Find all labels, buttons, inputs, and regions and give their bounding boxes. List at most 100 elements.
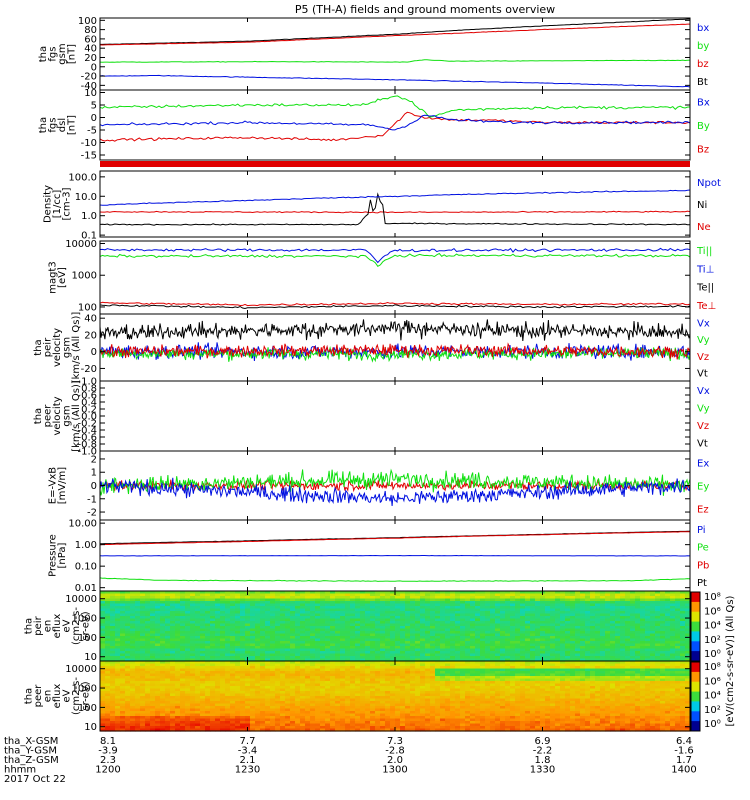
heatmap-cell: [425, 616, 431, 620]
heatmap-cell: [365, 618, 371, 622]
heatmap-cell: [625, 593, 631, 597]
heatmap-cell: [375, 621, 381, 625]
heatmap-cell: [445, 598, 451, 602]
heatmap-cell: [275, 613, 281, 617]
heatmap-cell: [535, 631, 541, 635]
heatmap-cell: [535, 628, 541, 632]
heatmap-cell: [180, 643, 186, 647]
heatmap-cell: [280, 608, 286, 612]
heatmap-cell: [370, 623, 376, 627]
heatmap-cell: [150, 611, 156, 615]
heatmap-cell: [310, 628, 316, 632]
heatmap-cell: [160, 653, 166, 657]
heatmap-cell: [235, 636, 241, 640]
heatmap-cell: [550, 641, 556, 645]
heatmap-cell: [150, 613, 156, 617]
heatmap-cell: [320, 661, 326, 665]
heatmap-cell: [585, 636, 591, 640]
heatmap-cell: [100, 606, 106, 610]
heatmap-cell: [255, 618, 261, 622]
heatmap-cell: [260, 628, 266, 632]
heatmap-cell: [135, 718, 141, 722]
heatmap-cell: [185, 698, 191, 702]
heatmap-cell: [115, 668, 121, 672]
heatmap-cell: [240, 691, 246, 695]
heatmap-cell: [570, 651, 576, 655]
heatmap-cell: [275, 628, 281, 632]
heatmap-cell: [545, 626, 551, 630]
heatmap-cell: [220, 658, 226, 662]
heatmap-cell: [215, 636, 221, 640]
heatmap-cell: [140, 723, 146, 727]
heatmap-cell: [115, 681, 121, 685]
heatmap-cell: [315, 686, 321, 690]
heatmap-cell: [430, 658, 436, 662]
heatmap-cell: [460, 633, 466, 637]
heatmap-cell: [485, 646, 491, 650]
heatmap-cell: [155, 628, 161, 632]
heatmap-cell: [290, 693, 296, 697]
heatmap-cell: [215, 721, 221, 725]
heatmap-cell: [305, 708, 311, 712]
heatmap-cell: [665, 606, 671, 610]
heatmap-cell: [120, 611, 126, 615]
heatmap-cell: [655, 621, 661, 625]
heatmap-cell: [370, 618, 376, 622]
heatmap-cell: [330, 713, 336, 717]
heatmap-cell: [320, 706, 326, 710]
series-fgs-gsm-bx: [99, 74, 691, 88]
heatmap-cell: [165, 661, 171, 665]
heatmap-cell: [355, 591, 361, 595]
heatmap-cell: [510, 593, 516, 597]
heatmap-cell: [585, 618, 591, 622]
heatmap-cell: [200, 621, 206, 625]
heatmap-cell: [250, 716, 256, 720]
heatmap-cell: [620, 636, 626, 640]
heatmap-cell: [545, 603, 551, 607]
heatmap-cell: [125, 601, 131, 605]
heatmap-cell: [120, 656, 126, 660]
heatmap-cell: [200, 596, 206, 600]
heatmap-cell: [535, 658, 541, 662]
heatmap-cell: [620, 651, 626, 655]
heatmap-cell: [545, 633, 551, 637]
heatmap-cell: [170, 593, 176, 597]
heatmap-cell: [275, 681, 281, 685]
heatmap-cell: [125, 721, 131, 725]
heatmap-cell: [630, 641, 636, 645]
heatmap-cell: [310, 718, 316, 722]
heatmap-cell: [580, 633, 586, 637]
heatmap-cell: [220, 723, 226, 727]
heatmap-cell: [660, 623, 666, 627]
heatmap-cell: [255, 681, 261, 685]
heatmap-cell: [645, 633, 651, 637]
heatmap-cell: [660, 591, 666, 595]
heatmap-cell: [195, 713, 201, 717]
heatmap-cell: [340, 626, 346, 630]
heatmap-cell: [150, 623, 156, 627]
heatmap-cell: [615, 626, 621, 630]
heatmap-cell: [155, 676, 161, 680]
heatmap-cell: [600, 641, 606, 645]
heatmap-cell: [200, 698, 206, 702]
heatmap-cell: [575, 638, 581, 642]
heatmap-cell: [260, 598, 266, 602]
heatmap-cell: [630, 593, 636, 597]
heatmap-cell: [320, 681, 326, 685]
heatmap-cell: [560, 613, 566, 617]
heatmap-cell: [185, 636, 191, 640]
heatmap-cell: [100, 666, 106, 670]
heatmap-cell: [385, 618, 391, 622]
heatmap-cell: [150, 603, 156, 607]
heatmap-cell: [175, 723, 181, 727]
heatmap-cell: [160, 673, 166, 677]
heatmap-cell: [295, 628, 301, 632]
heatmap-cell: [225, 721, 231, 725]
heatmap-cell: [495, 626, 501, 630]
heatmap-cell: [430, 631, 436, 635]
heatmap-cell: [570, 638, 576, 642]
heatmap-cell: [280, 726, 286, 730]
heatmap-cell: [105, 596, 111, 600]
heatmap-cell: [640, 618, 646, 622]
heatmap-cell: [135, 681, 141, 685]
